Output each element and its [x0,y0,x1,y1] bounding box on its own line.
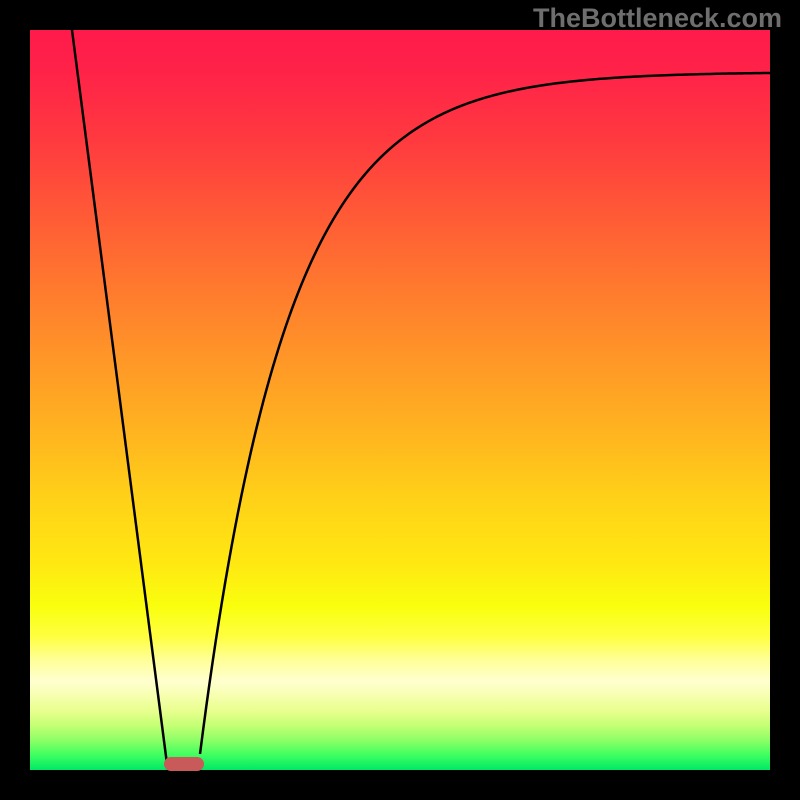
curve-left-segment [72,30,167,764]
gradient-background [30,30,770,770]
plot-canvas [0,0,800,800]
chart-root: TheBottleneck.com [0,0,800,800]
min-marker [164,757,204,771]
curve-right-segment [200,73,770,754]
watermark-text: TheBottleneck.com [533,3,782,34]
